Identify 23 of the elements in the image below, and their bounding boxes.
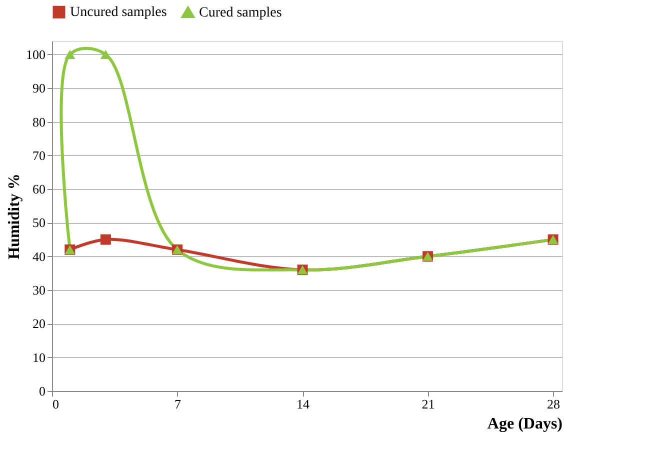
y-tick-label: 90	[32, 80, 46, 96]
y-tick-label: 100	[26, 46, 46, 62]
legend-label: Uncured samples	[70, 5, 167, 20]
x-tick-label: 14	[296, 396, 310, 412]
y-tick-label: 70	[32, 148, 46, 163]
y-tick-label: 20	[32, 316, 46, 332]
point	[64, 50, 76, 60]
y-tick-label: 60	[32, 182, 46, 197]
y-axis-title: Humidity %	[6, 174, 23, 260]
legend-label: Cured samples	[199, 5, 282, 20]
x-axis-title: Age (Days)	[487, 416, 562, 432]
x-tick-label: 21	[422, 396, 435, 412]
x-tick-label: 0	[52, 396, 59, 412]
x-tick-label: 7	[174, 396, 182, 412]
y-tick-label: 0	[39, 384, 46, 398]
y-tick-label: 80	[32, 114, 46, 130]
y-tick-label: 10	[32, 350, 46, 365]
y-tick-label: 40	[32, 248, 46, 264]
x-tick-label: 28	[547, 396, 560, 412]
y-tick-label: 30	[32, 282, 46, 298]
point	[100, 234, 111, 245]
point	[100, 50, 111, 60]
y-tick-label: 50	[32, 215, 46, 230]
